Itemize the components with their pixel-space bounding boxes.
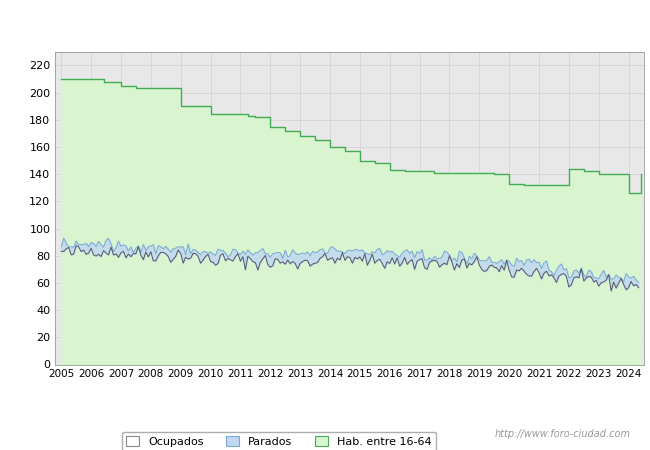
Text: http://www.foro-ciudad.com: http://www.foro-ciudad.com [495, 429, 630, 439]
Legend: Ocupados, Parados, Hab. entre 16-64: Ocupados, Parados, Hab. entre 16-64 [122, 432, 436, 450]
Text: Bovera - Evolucion de la poblacion en edad de Trabajar Mayo de 2024: Bovera - Evolucion de la poblacion en ed… [92, 17, 558, 30]
